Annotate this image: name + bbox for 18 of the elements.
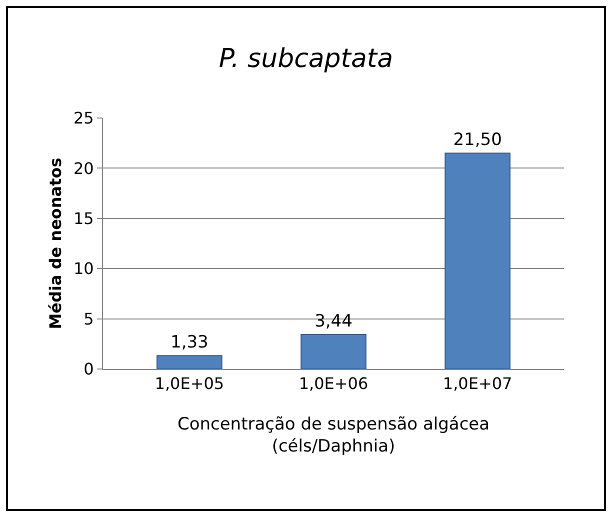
bar [300,334,366,369]
bar [444,152,510,369]
x-tick-label: 1,0E+05 [154,374,224,394]
chart-title: P. subcaptata [218,44,394,74]
y-tick-label: 10 [73,259,94,278]
y-tick-label: 25 [73,108,94,128]
x-tick-label: 1,0E+06 [298,374,368,394]
x-tick-label: 1,0E+07 [442,374,512,394]
y-axis-title: Média de neonatos [46,158,65,330]
data-label: 3,44 [314,311,352,332]
y-tick-label: 15 [73,209,94,228]
y-tick-label: 5 [84,309,94,328]
x-axis-title: Concentração de suspensão algácea (céls/Daphnia) [177,414,490,457]
bar [156,355,222,369]
data-label: 21,50 [453,130,502,150]
y-tick-label: 20 [73,158,94,178]
data-label: 1,33 [170,332,208,353]
y-tick-label: 0 [84,360,94,379]
